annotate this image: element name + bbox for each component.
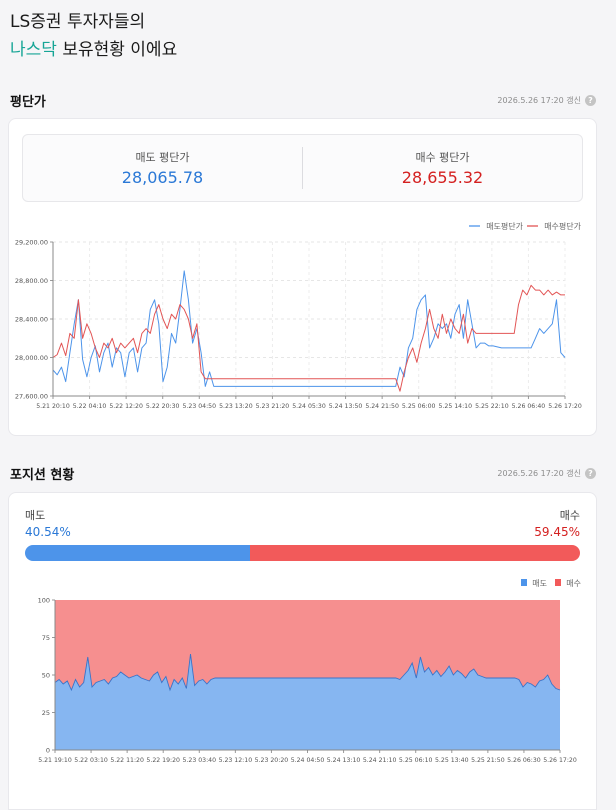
position-ratio-buy xyxy=(249,545,580,561)
x-tick-label: 5.22 03:10 xyxy=(74,757,108,764)
sell-avg-value: 28,065.78 xyxy=(121,168,204,187)
position-buy-percent: 59.45% xyxy=(534,525,580,539)
y-tick-label: 27,600.00 xyxy=(15,393,48,401)
avg-price-section-header: 평단가 2026.5.26 17:20 갱신 ? xyxy=(10,90,596,110)
y-tick-label: 75 xyxy=(42,634,50,642)
position-ratio-bar xyxy=(25,545,580,561)
x-tick-label: 5.26 17:20 xyxy=(548,403,582,410)
help-icon[interactable]: ? xyxy=(585,94,596,106)
header-line-2-rest: 보유현황 이에요 xyxy=(56,40,178,60)
x-tick-label: 5.23 12:10 xyxy=(219,757,253,764)
y-tick-label: 29,200.00 xyxy=(15,239,48,247)
buy-avg-stat: 매수 평단가 28,655.32 xyxy=(303,135,582,201)
legend-label-1-0: 매도 xyxy=(532,579,547,588)
series-area-buy xyxy=(55,600,560,690)
avg-price-title: 평단가 xyxy=(10,94,46,110)
x-tick-label: 5.24 21:50 xyxy=(365,403,399,410)
x-tick-label: 5.22 19:20 xyxy=(146,757,180,764)
x-tick-label: 5.26 06:40 xyxy=(512,403,546,410)
help-icon[interactable]: ? xyxy=(585,467,596,479)
avg-price-line-chart[interactable]: 매수평단가 매도평단가 29,200.00 28,800.00 28,400.00 28,… xyxy=(9,214,596,429)
series-line-1 xyxy=(52,284,565,392)
x-tick-label: 5.22 11:20 xyxy=(110,757,144,764)
y-tick-label: 50 xyxy=(42,672,50,680)
avg-price-summary: 매도 평단가 28,065.78 매수 평단가 28,655.32 xyxy=(22,134,583,202)
x-tick-label: 5.25 14:10 xyxy=(438,403,472,410)
series-boundary-line xyxy=(54,653,561,692)
x-tick-label: 5.23 03:40 xyxy=(182,757,216,764)
y-tick-label: 28,400.00 xyxy=(15,316,48,324)
sell-avg-label: 매도 평단가 xyxy=(135,151,190,164)
series-line-0 xyxy=(52,270,566,387)
position-updated-text: 2026.5.26 17:20 갱신 xyxy=(497,468,581,478)
position-card: 매도 매수 40.54% 59.45% 매수 매도 100 75 50 25 0 5.21 1… xyxy=(8,492,597,810)
position-sell-label: 매도 xyxy=(25,509,46,522)
legend-swatch-1-0 xyxy=(521,579,527,586)
x-tick-label: 5.22 04:10 xyxy=(73,403,107,410)
position-section-header: 포지션 현황 2026.5.26 17:20 갱신 ? xyxy=(10,463,596,483)
x-tick-label: 5.24 13:10 xyxy=(327,757,361,764)
buy-avg-label: 매수 평단가 xyxy=(415,151,470,164)
x-tick-label: 5.25 22:10 xyxy=(475,403,509,410)
x-tick-label: 5.23 04:50 xyxy=(182,403,216,410)
position-percents: 40.54% 59.45% xyxy=(25,525,580,539)
x-tick-label: 5.26 06:30 xyxy=(507,757,541,764)
position-title: 포지션 현황 xyxy=(10,467,75,483)
x-tick-label: 5.25 21:50 xyxy=(471,757,505,764)
position-ratio-sell xyxy=(25,545,250,561)
x-tick-label: 5.26 17:20 xyxy=(543,757,577,764)
x-tick-label: 5.21 19:10 xyxy=(38,757,72,764)
legend-label-1-1: 매수 xyxy=(566,579,581,588)
y-tick-label: 0 xyxy=(46,747,50,755)
x-tick-label: 5.25 13:40 xyxy=(435,757,469,764)
position-updated: 2026.5.26 17:20 갱신 ? xyxy=(497,467,596,479)
x-tick-label: 5.23 21:20 xyxy=(256,403,290,410)
x-tick-label: 5.24 21:10 xyxy=(363,757,397,764)
avg-price-updated-text: 2026.5.26 17:20 갱신 xyxy=(497,95,581,105)
x-tick-label: 5.25 06:10 xyxy=(399,757,433,764)
x-tick-label: 5.24 13:50 xyxy=(329,403,363,410)
legend-label-0-0: 매도평단가 xyxy=(486,221,523,231)
x-tick-label: 5.21 20:10 xyxy=(36,403,70,410)
avg-price-updated: 2026.5.26 17:20 갱신 ? xyxy=(497,94,596,106)
legend-label-0-1: 매수평단가 xyxy=(544,221,581,231)
y-tick-label: 100 xyxy=(38,597,50,605)
series-area-sell xyxy=(55,654,560,750)
page-header: LS증권 투자자들의 나스닥 보유현황 이에요 xyxy=(10,8,177,64)
y-tick-label: 25 xyxy=(42,709,50,717)
stat-divider xyxy=(302,147,303,189)
header-line-1: LS증권 투자자들의 xyxy=(10,12,146,32)
x-tick-label: 5.22 12:20 xyxy=(109,403,143,410)
x-tick-label: 5.23 20:20 xyxy=(255,757,289,764)
buy-avg-value: 28,655.32 xyxy=(401,168,484,187)
header-accent-market: 나스닥 xyxy=(10,40,57,60)
position-labels: 매도 매수 xyxy=(25,507,580,523)
x-tick-label: 5.23 13:20 xyxy=(219,403,253,410)
avg-price-card: 매도 평단가 28,065.78 매수 평단가 28,655.32 매수평단가 매… xyxy=(8,118,597,436)
legend-swatch-1-1 xyxy=(555,579,561,586)
position-buy-label: 매수 xyxy=(559,509,580,522)
x-tick-label: 5.24 05:30 xyxy=(292,403,326,410)
sell-avg-stat: 매도 평단가 28,065.78 xyxy=(23,135,302,201)
x-tick-label: 5.25 06:00 xyxy=(402,403,436,410)
position-sell-percent: 40.54% xyxy=(25,525,71,539)
y-tick-label: 28,800.00 xyxy=(15,277,48,285)
x-tick-label: 5.24 04:50 xyxy=(291,757,325,764)
x-tick-label: 5.22 20:30 xyxy=(146,403,180,410)
y-tick-label: 28,000.00 xyxy=(15,354,48,362)
header-line-2: 나스닥 보유현황 이에요 xyxy=(10,36,177,64)
